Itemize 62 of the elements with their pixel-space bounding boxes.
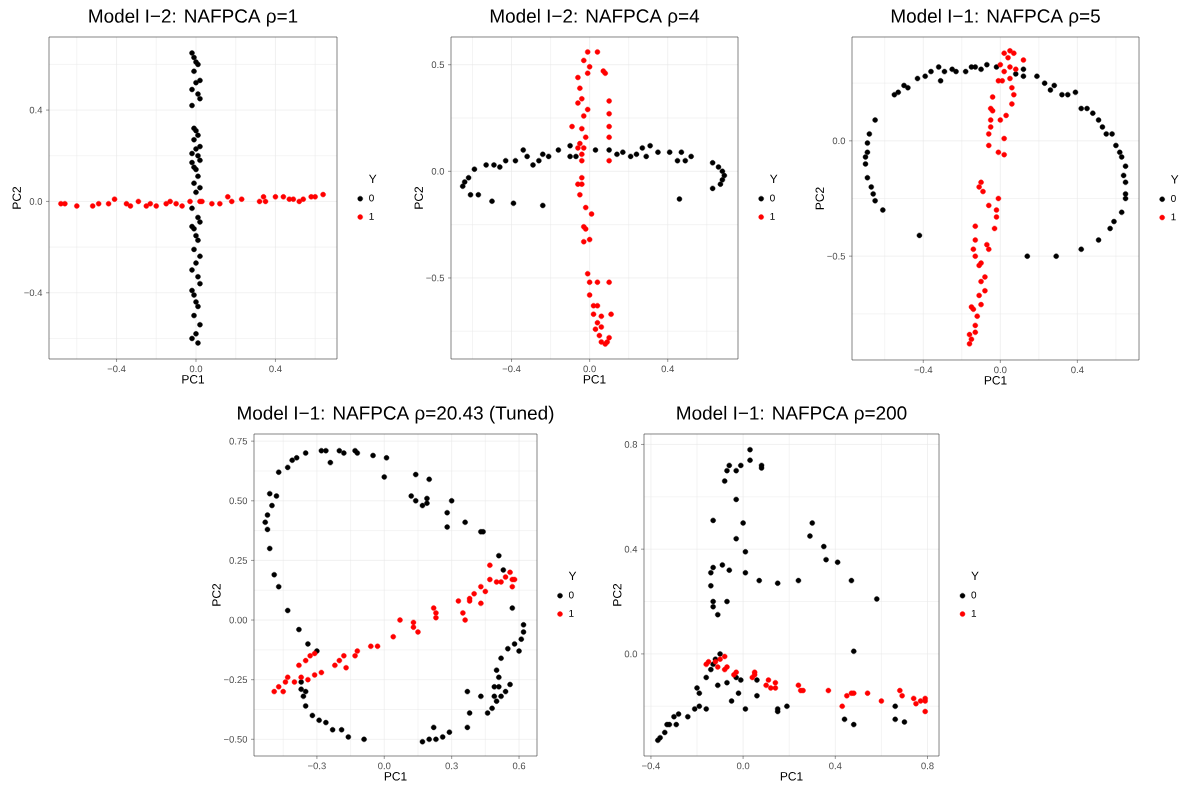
y-tick-label: 0.25 (229, 557, 248, 564)
legend-title: Y (568, 571, 577, 580)
x-axis-title: PC1 (984, 376, 1007, 385)
legend-label: 1 (971, 609, 977, 617)
legend-title: Y (368, 174, 377, 183)
legend-label: 0 (369, 194, 374, 202)
legend-label: 0 (770, 194, 775, 202)
y-axis-title: PC2 (613, 583, 622, 606)
y-tick-label: 0.0 (431, 167, 445, 175)
legend-label: 1 (369, 212, 374, 220)
x-tick-label: 0.0 (583, 365, 596, 373)
y-axis-title: PC2 (212, 583, 221, 606)
x-axis-title: PC1 (182, 375, 205, 384)
x-tick-label: −0.3 (308, 762, 326, 770)
legend-label: 1 (1171, 213, 1176, 221)
y-tick-label: −0.4 (24, 289, 43, 297)
x-tick-label: −0.4 (642, 762, 660, 770)
legend-title: Y (769, 174, 778, 183)
y-tick-label: 0.00 (229, 616, 248, 624)
y-tick-label: −0.5 (426, 274, 445, 282)
x-axis-title: PC1 (780, 772, 803, 781)
y-tick-label: −0.50 (224, 735, 248, 743)
legend-label: 0 (1171, 194, 1176, 202)
y-tick-label: 0.5 (431, 61, 445, 69)
x-tick-label: 0.0 (736, 762, 750, 770)
legend-label: 0 (971, 591, 977, 599)
x-tick-label: 0.4 (1071, 366, 1084, 374)
chart-title: Model I−1: NAFPCA ρ=5 (891, 8, 1100, 27)
x-tick-label: 0.4 (269, 365, 282, 373)
legend-label: 0 (568, 591, 574, 599)
y-tick-label: 0.8 (624, 441, 638, 448)
x-axis-title: PC1 (384, 772, 407, 781)
x-tick-label: 0.3 (445, 762, 458, 770)
chart-title: Model I−1: NAFPCA ρ=200 (677, 405, 907, 424)
y-tick-label: −0.25 (224, 676, 248, 684)
legend-title: Y (1170, 175, 1179, 184)
y-axis-title: PC2 (815, 187, 824, 210)
x-tick-label: 0.6 (512, 762, 526, 770)
legend-label: 1 (569, 609, 574, 617)
x-tick-label: 0.0 (189, 365, 203, 373)
x-axis-title: PC1 (583, 375, 606, 384)
x-tick-label: 0.0 (994, 366, 1007, 374)
y-tick-label: 0.4 (29, 106, 43, 114)
chart-title: Model I−2: NAFPCA ρ=1 (89, 8, 298, 27)
legend-label: 1 (770, 212, 775, 220)
x-tick-label: −0.4 (502, 365, 521, 373)
chart-title: Model I−1: NAFPCA ρ=20.43 (Tuned) (238, 405, 554, 424)
x-tick-label: 0.0 (378, 762, 391, 770)
x-tick-label: 0.4 (661, 365, 675, 373)
legend-title: Y (971, 571, 979, 580)
y-tick-label: −0.5 (827, 252, 846, 260)
y-tick-label: 0.4 (624, 545, 638, 553)
y-axis-title: PC2 (414, 186, 423, 209)
chart-title: Model I−2: NAFPCA ρ=4 (490, 8, 700, 27)
y-tick-label: 0.75 (229, 437, 248, 445)
x-tick-label: −0.4 (107, 365, 126, 373)
x-tick-label: −0.4 (914, 366, 933, 374)
y-tick-label: 0.50 (229, 497, 248, 505)
y-tick-label: 0.0 (29, 198, 43, 205)
y-axis-title: PC2 (12, 186, 21, 209)
x-tick-label: 0.8 (921, 762, 934, 770)
y-tick-label: 0.0 (624, 650, 638, 658)
